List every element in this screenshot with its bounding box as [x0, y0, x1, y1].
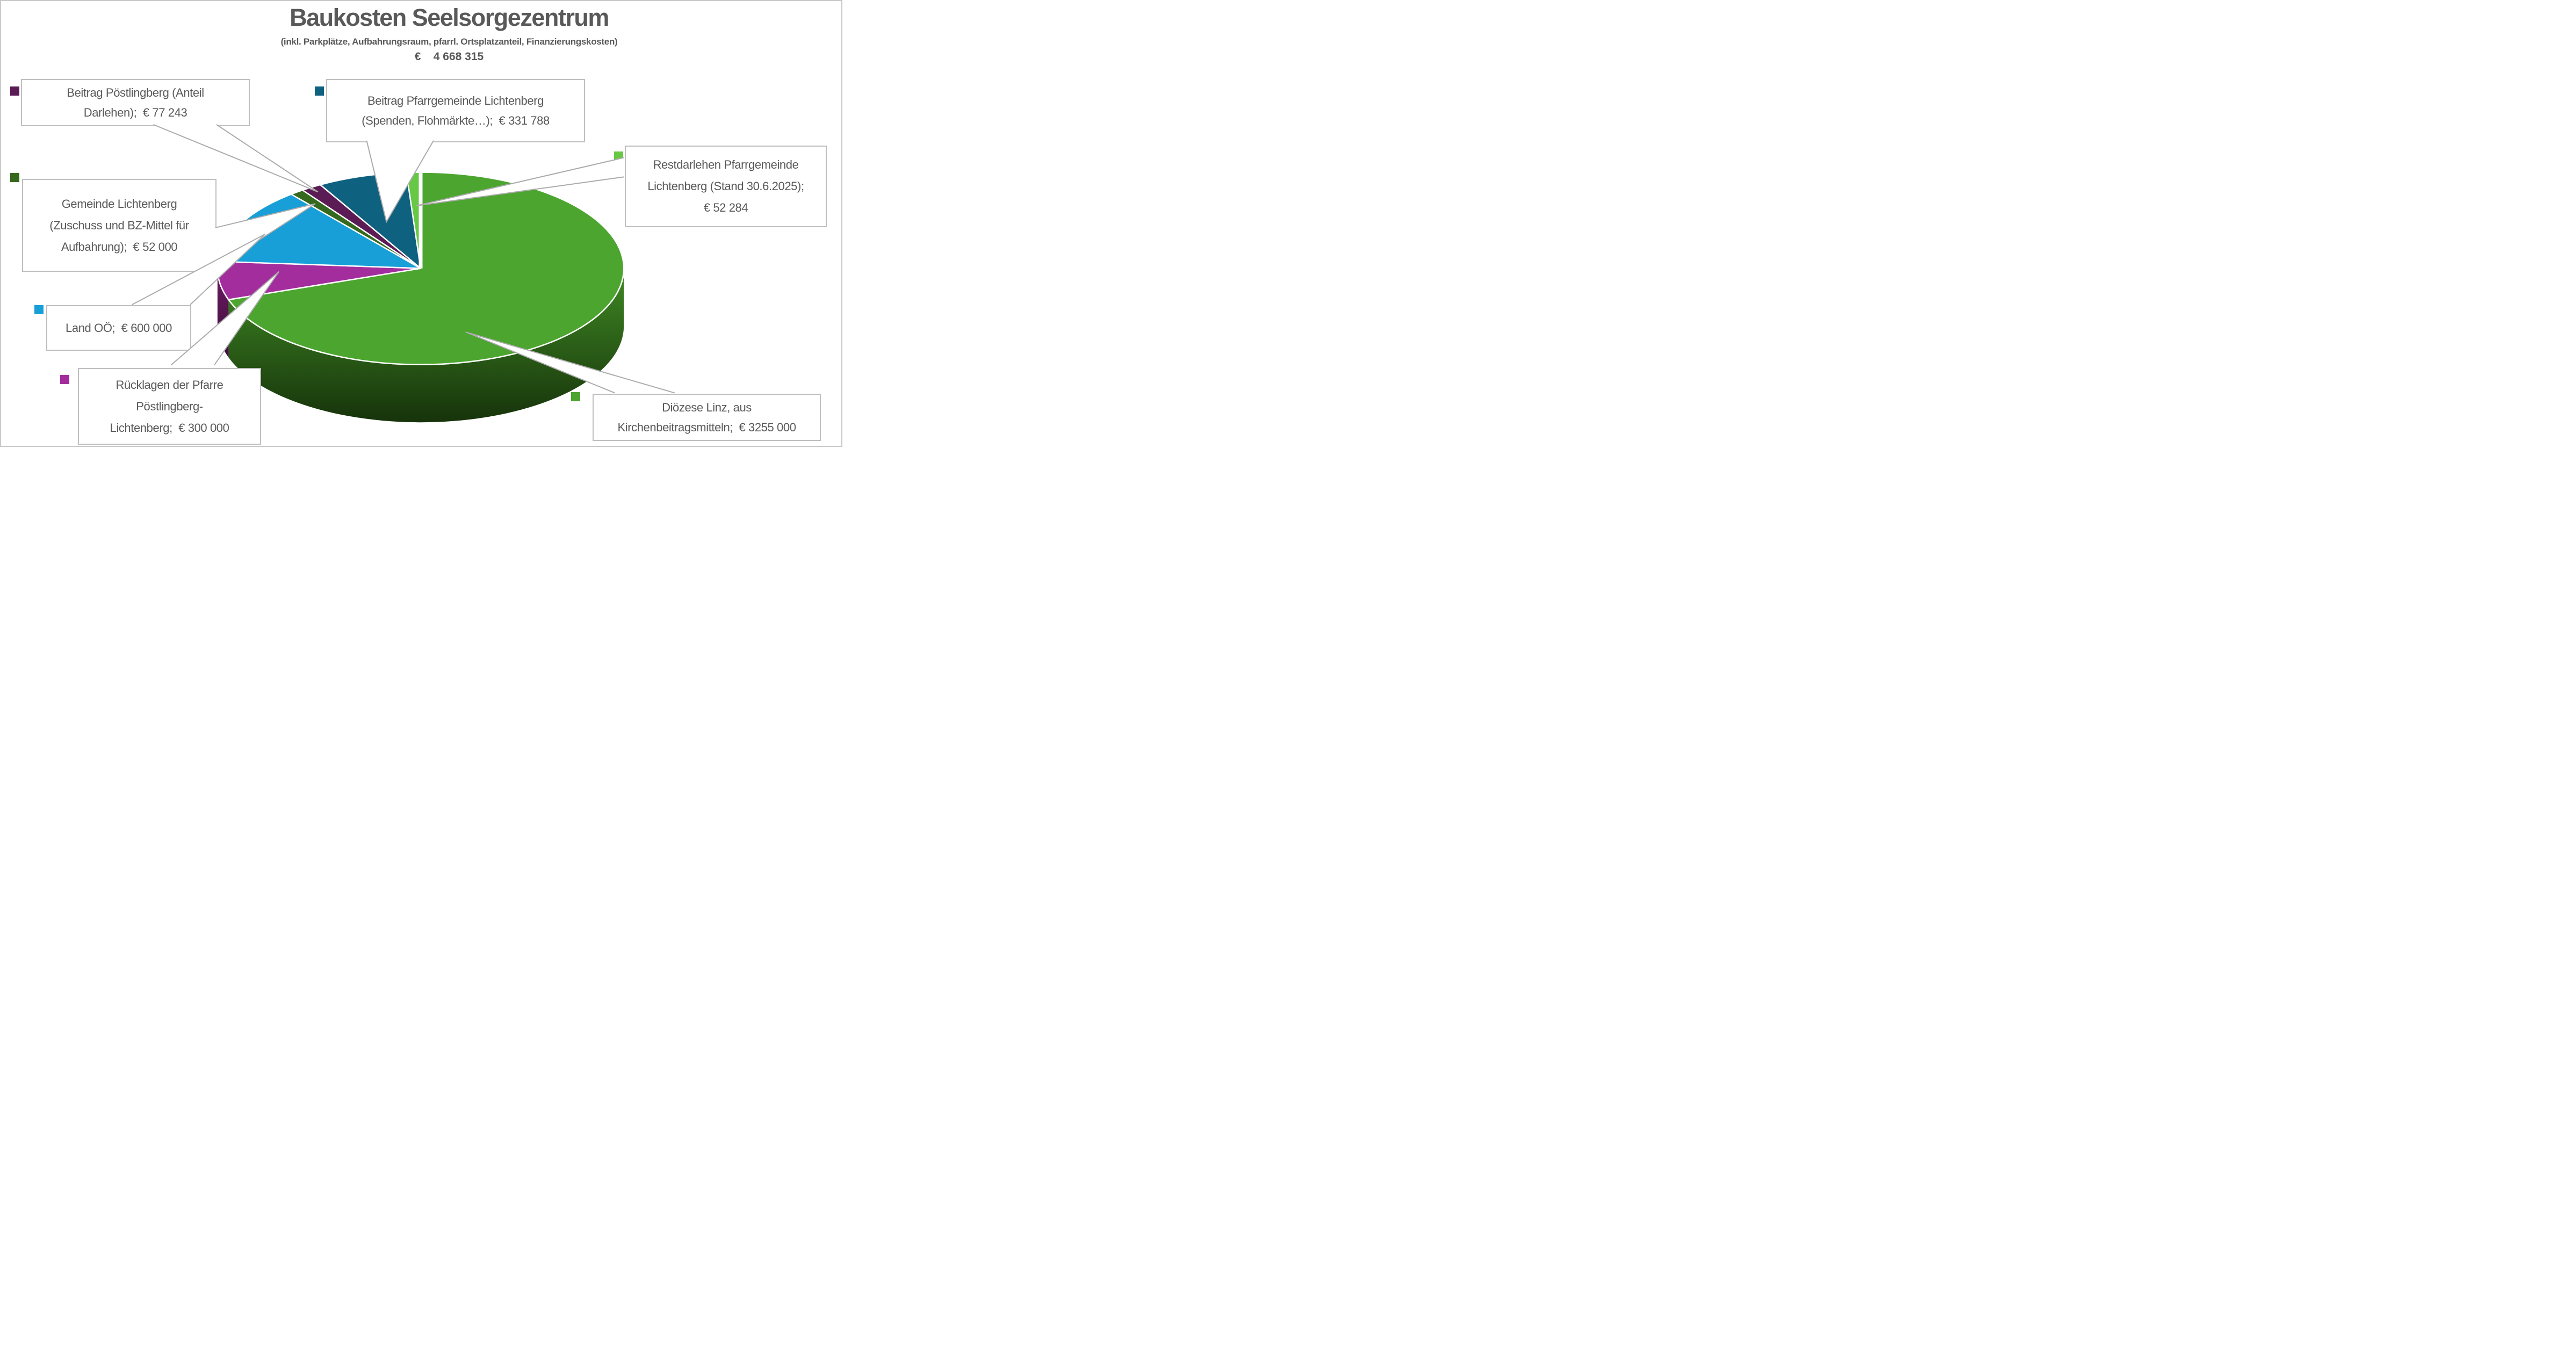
legend-swatch-pfarrgemeinde — [315, 86, 324, 96]
callout-pfarrgemeinde: Beitrag Pfarrgemeinde Lichtenberg (Spend… — [326, 79, 585, 142]
legend-swatch-land-ooe — [34, 305, 44, 314]
callout-text-line: Lichtenberg (Stand 30.6.2025); — [647, 179, 804, 193]
callout-dioezese: Diözese Linz, aus Kirchenbeitragsmitteln… — [593, 394, 821, 441]
legend-swatch-dioezese — [571, 392, 580, 401]
callout-text-line: Darlehen); € 77 243 — [83, 106, 187, 119]
callout-ruecklagen: Rücklagen der Pfarre Pöstlingberg- Licht… — [78, 368, 261, 445]
callout-text-line: (Zuschuss und BZ-Mittel für — [49, 218, 189, 232]
callout-text-line: Land OÖ; € 600 000 — [66, 321, 172, 335]
callout-text-line: Aufbahrung); € 52 000 — [61, 240, 178, 254]
chart-canvas: Baukosten Seelsorgezentrum (inkl. Parkpl… — [0, 0, 842, 447]
chart-header: Baukosten Seelsorgezentrum (inkl. Parkpl… — [127, 1, 771, 63]
callout-restdarlehen: Restdarlehen Pfarrgemeinde Lichtenberg (… — [625, 146, 827, 227]
callout-text-line: (Spenden, Flohmärkte…); € 331 788 — [362, 114, 550, 127]
legend-swatch-restdarlehen — [614, 151, 623, 161]
callout-text-line: Rücklagen der Pfarre — [116, 378, 223, 392]
callout-text-line: € 52 284 — [703, 201, 748, 214]
chart-title: Baukosten Seelsorgezentrum — [290, 4, 609, 31]
callout-text-line: Beitrag Pfarrgemeinde Lichtenberg — [367, 94, 544, 107]
callout-text-line: Kirchenbeitragsmitteln; € 3255 000 — [617, 421, 796, 434]
chart-subtitle: (inkl. Parkplätze, Aufbahrungsraum, pfar… — [280, 37, 618, 47]
callout-text-line: Pöstlingberg- — [136, 399, 203, 413]
callout-land-ooe: Land OÖ; € 600 000 — [46, 305, 191, 351]
legend-swatch-ruecklagen — [60, 375, 69, 384]
callout-gemeinde: Gemeinde Lichtenberg (Zuschuss und BZ-Mi… — [22, 179, 217, 272]
callout-text-line: Restdarlehen Pfarrgemeinde — [653, 158, 799, 171]
callout-text-line: Beitrag Pöstlingberg (Anteil — [67, 86, 204, 99]
callout-text-line: Diözese Linz, aus — [662, 401, 752, 414]
callout-text-line: Lichtenberg; € 300 000 — [110, 421, 229, 435]
callout-poestlingberg: Beitrag Pöstlingberg (Anteil Darlehen); … — [21, 79, 250, 126]
callout-text-line: Gemeinde Lichtenberg — [61, 197, 177, 211]
legend-swatch-gemeinde — [10, 173, 19, 182]
legend-swatch-poestlingberg — [10, 86, 19, 96]
chart-total-value: € 4 668 315 — [414, 50, 484, 63]
